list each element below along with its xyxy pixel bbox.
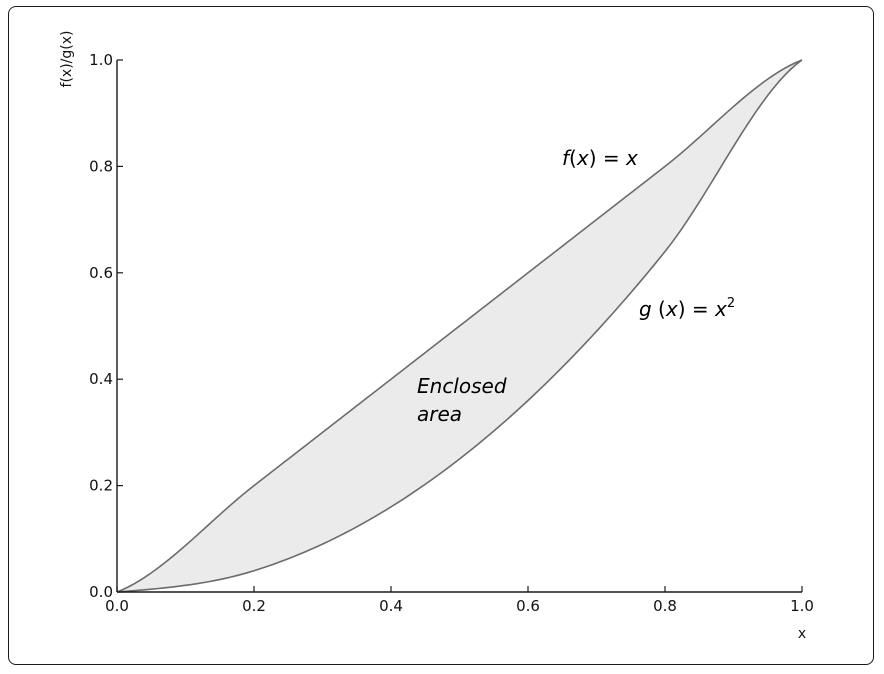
y-axis-title: f(x)/g(x)	[59, 31, 75, 88]
area-label-line2: area	[417, 402, 462, 426]
y-tick-label: 1.0	[89, 51, 113, 69]
area-label-line1: Enclosed	[417, 374, 507, 398]
x-tick-label: 0.4	[379, 597, 403, 615]
x-ticks: 0.0 0.2 0.4 0.6 0.8 1.0	[105, 586, 814, 615]
f-curve-label: f(x) = x	[562, 146, 638, 170]
y-tick-label: 0.0	[89, 583, 113, 601]
y-tick-label: 0.8	[89, 157, 113, 175]
series-line-g	[116, 59, 803, 593]
x-axis-title: x	[798, 626, 806, 642]
y-tick-label: 0.2	[89, 477, 113, 495]
g-curve-label: g (x) = x2	[639, 296, 735, 321]
y-tick-label: 0.4	[89, 370, 113, 388]
y-ticks: 0.0 0.2 0.4 0.6 0.8 1.0	[89, 51, 123, 601]
x-tick-label: 0.0	[105, 597, 129, 615]
x-tick-label: 0.6	[516, 597, 540, 615]
x-tick-label: 1.0	[790, 597, 814, 615]
y-tick-label: 0.6	[89, 264, 113, 282]
x-tick-label: 0.8	[653, 597, 677, 615]
x-tick-label: 0.2	[242, 597, 266, 615]
series-line-f	[116, 59, 803, 593]
